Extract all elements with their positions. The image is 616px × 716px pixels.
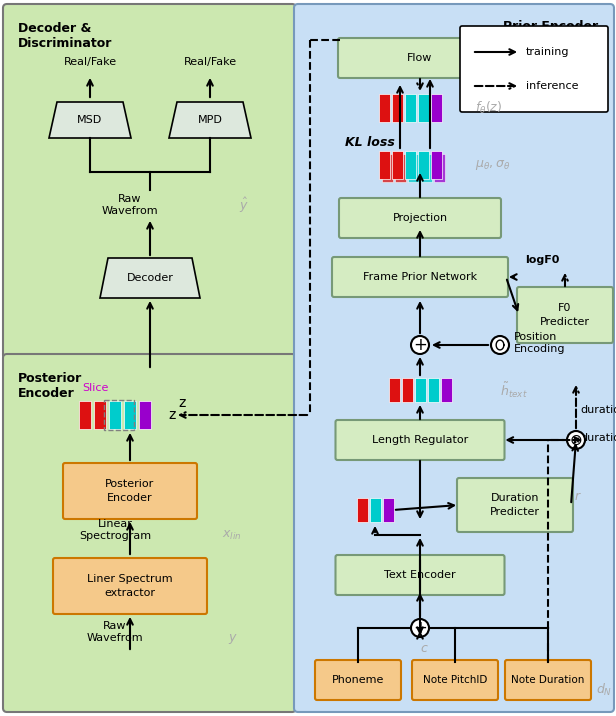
Text: Projection: Projection	[392, 213, 448, 223]
Text: Real/Fake: Real/Fake	[184, 57, 237, 67]
Text: z: z	[168, 408, 176, 422]
Circle shape	[567, 431, 585, 449]
Circle shape	[491, 336, 509, 354]
Bar	[431, 151, 442, 179]
Bar	[402, 378, 413, 402]
Bar	[104, 400, 134, 430]
Text: Posterior
Encoder: Posterior Encoder	[105, 480, 155, 503]
FancyBboxPatch shape	[505, 660, 591, 700]
Text: Posterior
Encoder: Posterior Encoder	[18, 372, 83, 400]
Text: Note PitchID: Note PitchID	[423, 675, 487, 685]
Bar	[394, 154, 405, 182]
Bar	[434, 154, 445, 182]
Bar	[139, 401, 151, 429]
Bar	[421, 154, 431, 182]
Bar	[381, 154, 392, 182]
Text: $x_{lin}$: $x_{lin}$	[222, 528, 241, 541]
FancyBboxPatch shape	[336, 420, 505, 460]
Polygon shape	[169, 102, 251, 138]
Circle shape	[411, 336, 429, 354]
Text: Slice: Slice	[82, 383, 108, 393]
FancyBboxPatch shape	[53, 558, 207, 614]
Text: $\mu_\theta, \sigma_\theta$: $\mu_\theta, \sigma_\theta$	[475, 158, 510, 172]
FancyBboxPatch shape	[315, 660, 401, 700]
Bar	[440, 378, 452, 402]
Text: KL loss: KL loss	[345, 135, 395, 148]
Text: duration: duration	[580, 405, 616, 415]
Bar	[109, 401, 121, 429]
Text: duration: duration	[580, 433, 616, 443]
Circle shape	[411, 619, 429, 637]
Bar	[418, 94, 429, 122]
Text: +: +	[413, 336, 427, 354]
FancyBboxPatch shape	[457, 478, 573, 532]
Bar	[378, 94, 389, 122]
Bar	[431, 94, 442, 122]
Text: Phoneme: Phoneme	[332, 675, 384, 685]
Text: Position
Encoding: Position Encoding	[514, 332, 565, 354]
Text: Decoder &
Discriminator: Decoder & Discriminator	[18, 22, 112, 50]
Text: $\otimes$: $\otimes$	[569, 432, 583, 448]
Text: z: z	[178, 396, 185, 410]
Bar	[94, 401, 106, 429]
Text: $\hat{y}$: $\hat{y}$	[239, 195, 249, 215]
Bar	[370, 498, 381, 522]
Bar	[378, 151, 389, 179]
FancyBboxPatch shape	[294, 4, 614, 712]
Text: Real/Fake: Real/Fake	[63, 57, 116, 67]
Bar	[392, 94, 402, 122]
Text: Text Encoder: Text Encoder	[384, 570, 456, 580]
Bar	[408, 154, 418, 182]
FancyBboxPatch shape	[332, 257, 508, 297]
FancyBboxPatch shape	[3, 4, 296, 359]
Bar	[392, 151, 402, 179]
Text: Prior Encoder: Prior Encoder	[503, 20, 598, 33]
Text: y: y	[229, 631, 236, 644]
Text: Note Duration: Note Duration	[511, 675, 585, 685]
FancyBboxPatch shape	[339, 198, 501, 238]
FancyBboxPatch shape	[3, 354, 296, 712]
Bar	[79, 401, 91, 429]
FancyBboxPatch shape	[338, 38, 502, 78]
Text: logF0: logF0	[525, 255, 560, 265]
Text: r: r	[575, 490, 580, 503]
Text: MSD: MSD	[78, 115, 103, 125]
Text: Duration
Predicter: Duration Predicter	[490, 493, 540, 517]
Bar	[389, 378, 400, 402]
Polygon shape	[49, 102, 131, 138]
Text: Decoder: Decoder	[126, 273, 174, 283]
Text: F0
Predicter: F0 Predicter	[540, 304, 590, 326]
FancyBboxPatch shape	[63, 463, 197, 519]
Bar	[405, 94, 416, 122]
Bar	[383, 498, 394, 522]
Text: $d_N$: $d_N$	[596, 682, 612, 698]
Bar	[405, 151, 416, 179]
Text: Linear
Spectrogram: Linear Spectrogram	[79, 519, 151, 541]
Polygon shape	[100, 258, 200, 298]
FancyBboxPatch shape	[336, 555, 505, 595]
Bar	[124, 401, 136, 429]
FancyBboxPatch shape	[460, 26, 608, 112]
Bar	[418, 151, 429, 179]
Bar	[428, 378, 439, 402]
Text: MPD: MPD	[198, 115, 222, 125]
Text: +: +	[413, 619, 427, 637]
FancyBboxPatch shape	[412, 660, 498, 700]
Text: $\tilde{h}_{text}$: $\tilde{h}_{text}$	[500, 380, 528, 400]
Text: Length Regulator: Length Regulator	[372, 435, 468, 445]
Text: inference: inference	[526, 81, 578, 91]
Text: training: training	[526, 47, 570, 57]
Text: Raw
Wavefrom: Raw Wavefrom	[87, 621, 144, 643]
Text: c: c	[421, 642, 428, 655]
Text: $f_\theta(z)$: $f_\theta(z)$	[475, 100, 503, 116]
Bar	[357, 498, 368, 522]
Bar	[415, 378, 426, 402]
Text: Liner Spectrum
extractor: Liner Spectrum extractor	[87, 574, 173, 598]
Text: Frame Prior Network: Frame Prior Network	[363, 272, 477, 282]
FancyBboxPatch shape	[517, 287, 613, 343]
Text: Raw
Wavefrom: Raw Wavefrom	[102, 194, 158, 216]
Text: Flow: Flow	[407, 53, 432, 63]
